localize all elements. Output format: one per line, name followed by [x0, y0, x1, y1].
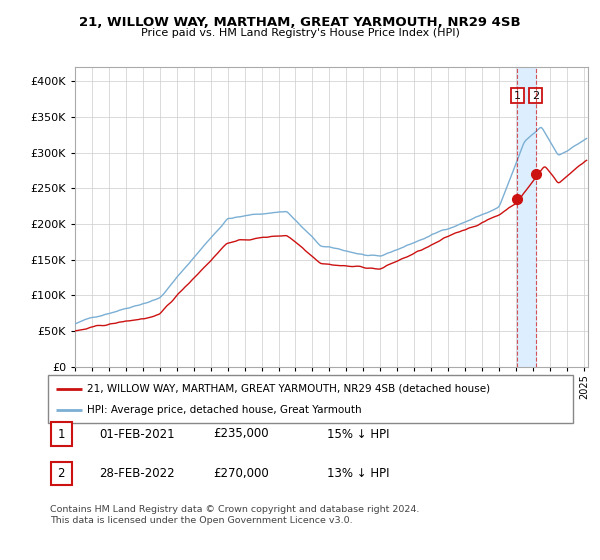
- Text: 15% ↓ HPI: 15% ↓ HPI: [327, 427, 389, 441]
- FancyBboxPatch shape: [51, 422, 71, 446]
- Text: 01-FEB-2021: 01-FEB-2021: [99, 427, 175, 441]
- Text: 2: 2: [532, 91, 539, 101]
- FancyBboxPatch shape: [51, 461, 71, 485]
- Text: 1: 1: [58, 427, 65, 441]
- Text: 21, WILLOW WAY, MARTHAM, GREAT YARMOUTH, NR29 4SB: 21, WILLOW WAY, MARTHAM, GREAT YARMOUTH,…: [79, 16, 521, 29]
- Text: 13% ↓ HPI: 13% ↓ HPI: [327, 466, 389, 480]
- FancyBboxPatch shape: [48, 375, 573, 423]
- Text: 21, WILLOW WAY, MARTHAM, GREAT YARMOUTH, NR29 4SB (detached house): 21, WILLOW WAY, MARTHAM, GREAT YARMOUTH,…: [88, 384, 491, 394]
- Text: £235,000: £235,000: [213, 427, 269, 441]
- Text: 2: 2: [58, 466, 65, 480]
- Text: Contains HM Land Registry data © Crown copyright and database right 2024.
This d: Contains HM Land Registry data © Crown c…: [50, 505, 419, 525]
- Text: HPI: Average price, detached house, Great Yarmouth: HPI: Average price, detached house, Grea…: [88, 405, 362, 416]
- Text: 1: 1: [514, 91, 521, 101]
- Text: £270,000: £270,000: [213, 466, 269, 480]
- Bar: [517, 67, 536, 367]
- Text: Price paid vs. HM Land Registry's House Price Index (HPI): Price paid vs. HM Land Registry's House …: [140, 28, 460, 38]
- Text: 28-FEB-2022: 28-FEB-2022: [99, 466, 175, 480]
